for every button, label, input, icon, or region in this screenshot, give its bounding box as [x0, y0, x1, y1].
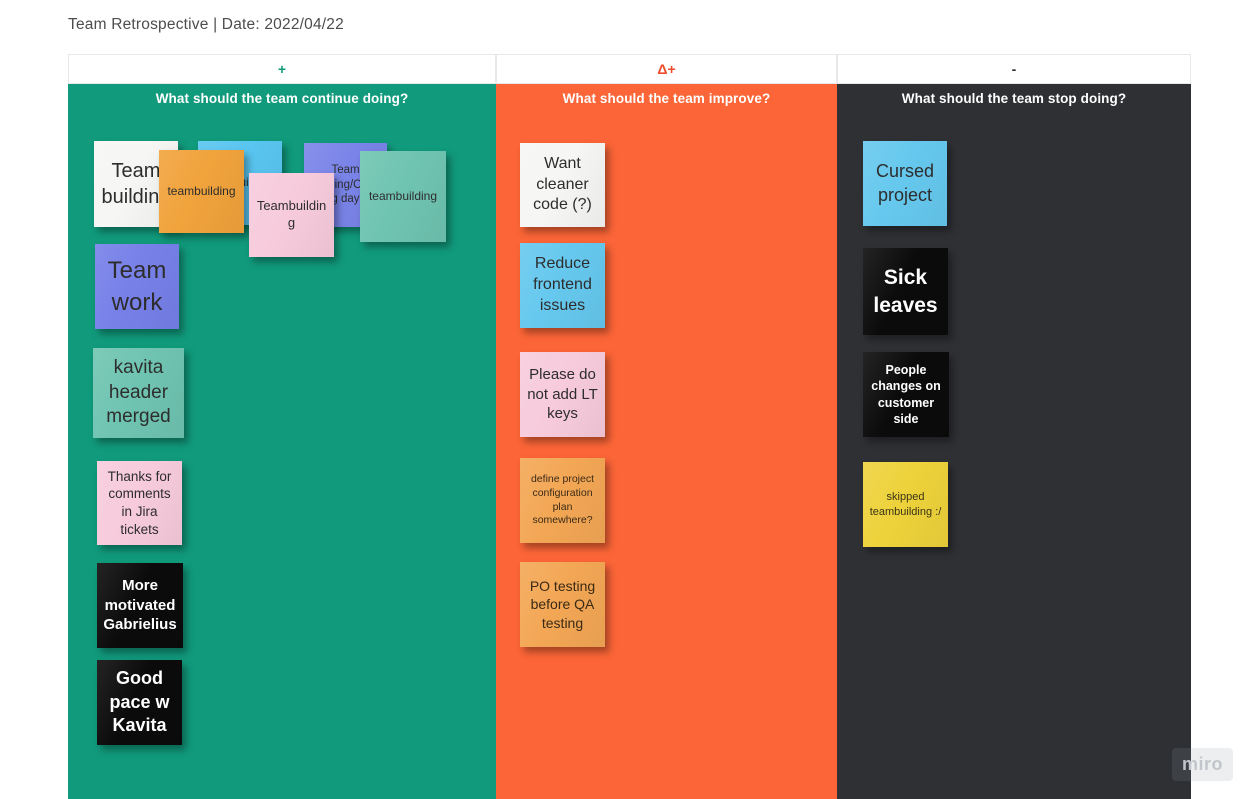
- sticky-note[interactable]: teambuilding: [360, 151, 446, 242]
- plus-symbol: +: [277, 61, 287, 77]
- sticky-note[interactable]: Cursed project: [863, 141, 947, 226]
- column-stop-question: What should the team stop doing?: [901, 91, 1127, 106]
- sticky-note-text: teambuilding: [167, 183, 236, 198]
- sticky-note[interactable]: Thanks for comments in Jira tickets: [97, 461, 182, 545]
- column-continue-question: What should the team continue doing?: [155, 91, 409, 106]
- sticky-note[interactable]: kavita header merged: [93, 348, 184, 438]
- sticky-note-text: define project configuration plan somewh…: [530, 473, 595, 527]
- sticky-note[interactable]: teambuilding: [159, 150, 244, 233]
- column-improve-question: What should the team improve?: [562, 91, 771, 106]
- sticky-note[interactable]: Please do not add LT keys: [520, 352, 605, 437]
- sticky-note-text: Teambuilding: [256, 198, 327, 230]
- sticky-note[interactable]: define project configuration plan somewh…: [520, 458, 605, 543]
- sticky-note-text: Thanks for comments in Jira tickets: [107, 468, 172, 537]
- delta-plus-symbol: Δ+: [657, 61, 676, 77]
- sticky-note-text: teambuilding: [368, 188, 438, 203]
- sticky-note[interactable]: Want cleaner code (?): [520, 143, 605, 227]
- sticky-note-text: Want cleaner code (?): [533, 154, 592, 214]
- sticky-note-text: Sick leaves: [873, 266, 938, 317]
- miro-watermark[interactable]: miro: [1172, 748, 1233, 781]
- sticky-note-text: People changes on customer side: [871, 363, 941, 426]
- sticky-note-text: Cursed project: [875, 161, 935, 205]
- column-continue-symbol-cell[interactable]: +: [68, 54, 496, 84]
- sticky-note-text: Good pace w Kavita: [109, 668, 170, 736]
- sticky-note[interactable]: Sick leaves: [863, 248, 948, 335]
- sticky-note-text: Team building: [101, 160, 171, 208]
- sticky-note-text: Reduce frontend issues: [533, 255, 592, 314]
- sticky-note-text: kavita header merged: [106, 356, 171, 428]
- sticky-note[interactable]: Good pace w Kavita: [97, 660, 182, 745]
- board-title: Team Retrospective | Date: 2022/04/22: [68, 16, 344, 33]
- sticky-note[interactable]: More motivated Gabrielius: [97, 563, 183, 648]
- sticky-note[interactable]: PO testing before QA testing: [520, 562, 605, 647]
- sticky-note[interactable]: Reduce frontend issues: [520, 243, 605, 328]
- sticky-note-text: Team work: [107, 257, 167, 316]
- sticky-note[interactable]: Team work: [95, 244, 179, 329]
- sticky-note[interactable]: skipped teambuilding :/: [863, 462, 948, 547]
- column-improve-symbol-cell[interactable]: Δ+: [496, 54, 837, 84]
- sticky-note[interactable]: Teambuilding: [249, 173, 334, 257]
- sticky-note-text: More motivated Gabrielius: [103, 577, 177, 634]
- sticky-note-text: skipped teambuilding :/: [869, 491, 942, 518]
- minus-symbol: -: [1011, 61, 1017, 77]
- sticky-note-text: Please do not add LT keys: [527, 366, 598, 423]
- column-stop-symbol-cell[interactable]: -: [837, 54, 1191, 84]
- sticky-note-text: PO testing before QA testing: [529, 578, 596, 631]
- sticky-note[interactable]: People changes on customer side: [863, 352, 949, 437]
